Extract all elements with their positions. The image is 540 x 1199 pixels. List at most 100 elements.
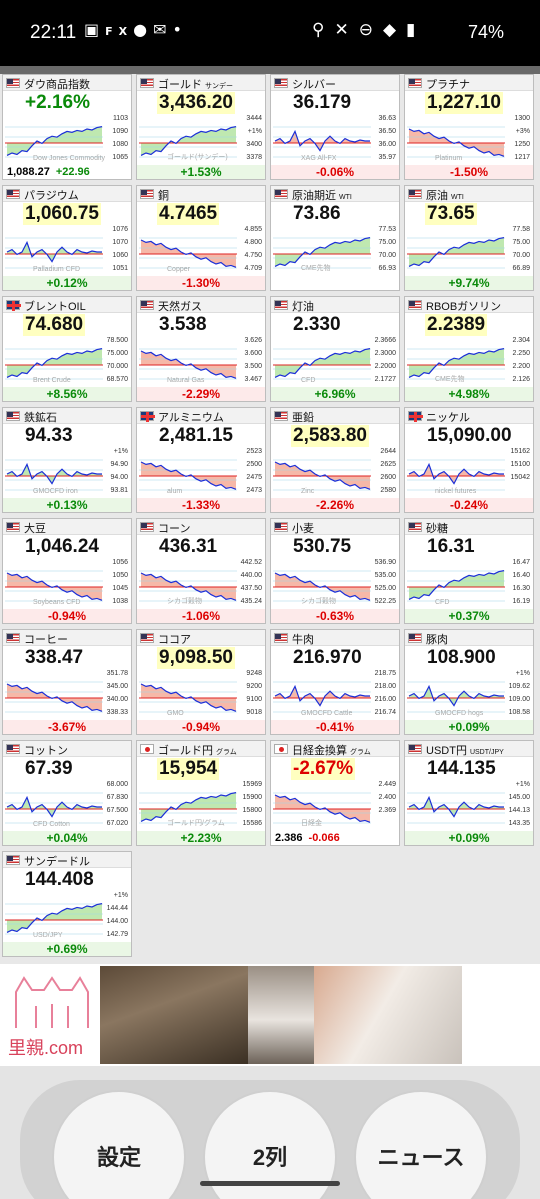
tile-header: ゴールド円 グラム: [137, 741, 265, 757]
commodity-tile[interactable]: コーン 436.31 442.52 440.00 437.50 435.24 シカゴ穀物 -1…: [136, 518, 266, 624]
flag-us-icon: [274, 189, 288, 199]
sparkline-line: [6, 795, 102, 818]
tile-sparkline: [139, 459, 237, 491]
tile-name: ゴールド円 グラム: [158, 745, 237, 757]
axis-label: +1%: [247, 128, 262, 135]
commodity-tile[interactable]: 大豆 1,046.24 1056 1050 1045 1038 Soybeans CFD -0…: [2, 518, 132, 624]
gesture-nav-bar[interactable]: [200, 1181, 340, 1186]
ad-logo[interactable]: 里親.com: [6, 970, 98, 1060]
commodity-tile[interactable]: コットン 67.39 68.000 67.830 67.500 67.020 CFD Cot…: [2, 740, 132, 846]
axis-label: 2.3666: [374, 337, 396, 344]
clock: 22:11: [30, 22, 77, 43]
commodity-tile[interactable]: 鉄鉱石 94.33 +1% 94.90 94.00 93.81 GMOCFD iron +0.…: [2, 407, 132, 513]
commodity-tile[interactable]: USDT円 USDT/JPY 144.135 +1% 145.00 144.13 143.3…: [404, 740, 534, 846]
tile-name: 砂糖: [426, 523, 448, 535]
axis-label: 77.53: [378, 226, 396, 233]
tile-header: 大豆: [3, 519, 131, 535]
axis-label: 66.93: [378, 265, 396, 272]
tile-price: +2.16%: [25, 92, 90, 113]
axis-label: 4.750: [244, 252, 262, 259]
settings-button[interactable]: 設定: [54, 1092, 184, 1199]
commodity-tile[interactable]: パラジウム 1,060.75 1076 1070 1060 1051 Palladium C…: [2, 185, 132, 291]
tile-header: 原油 WTI: [405, 186, 533, 202]
axis-label: 2.369: [378, 807, 396, 814]
sparkline-line: [140, 239, 237, 268]
axis-label: 35.97: [378, 154, 396, 161]
tile-sparkline: [273, 237, 371, 269]
tile-header: ニッケル: [405, 408, 533, 424]
tile-sparkline: [5, 681, 103, 713]
axis-label: +1%: [113, 448, 128, 455]
cat-photo-2[interactable]: [248, 966, 314, 1064]
commodity-tile[interactable]: ココア 9,098.50 9248 9200 9100 9018 GMO -0.94%: [136, 629, 266, 735]
commodity-tile[interactable]: 灯油 2.330 2.3666 2.3000 2.2000 2.1727 CFD +6.96%: [270, 296, 400, 402]
status-bar: 22:11 ▣FX●✉• ⚲✕⊖◆▮ 74%: [0, 0, 540, 66]
commodity-tile[interactable]: 原油 WTI 73.65 77.58 75.00 70.00 66.89 +9.74%: [404, 185, 534, 291]
tile-header: 灯油: [271, 297, 399, 313]
tile-watermark: Palladium CFD: [33, 266, 81, 273]
commodity-tile[interactable]: 豚肉 108.900 +1% 109.62 109.00 108.58 GMOCFD hog…: [404, 629, 534, 735]
news-button[interactable]: ニュース: [356, 1092, 486, 1199]
axis-label: 1300: [514, 115, 530, 122]
settings-button-label: 設定: [96, 1145, 141, 1170]
tile-header: コーヒー: [3, 630, 131, 646]
commodity-tile[interactable]: 牛肉 216.970 218.75 218.00 216.00 216.74 GMOCFD …: [270, 629, 400, 735]
commodity-tile[interactable]: コーヒー 338.47 351.78 345.00 340.00 338.33 -3.67%: [2, 629, 132, 735]
flag-uk-icon: [6, 300, 21, 311]
tile-sparkline: [5, 348, 103, 380]
commodity-tile[interactable]: ゴールド サンデー 3,436.20 3444 +1% 3400 3378 ゴールド(サンデー…: [136, 74, 266, 180]
axis-label: 522.25: [374, 598, 396, 605]
tile-header: RBOBガソリン: [405, 297, 533, 313]
commodity-tile[interactable]: 亜鉛 2,583.80 2644 2625 2600 2580 Zinc -2.26%: [270, 407, 400, 513]
tile-watermark: nickel futures: [435, 488, 477, 495]
axis-label: 525.00: [374, 585, 396, 592]
flag-us-icon: [140, 300, 154, 310]
image-icon: ▣: [84, 20, 106, 39]
cat-photo-1[interactable]: [100, 966, 248, 1064]
commodity-tile[interactable]: 小麦 530.75 536.90 535.00 525.00 522.25 シカゴ穀物 -0.…: [270, 518, 400, 624]
axis-label: 2.250: [512, 350, 530, 357]
tile-header: コーン: [137, 519, 265, 535]
axis-label: +1%: [515, 670, 530, 677]
flag-us-icon: [140, 78, 154, 88]
tile-name: コットン: [24, 745, 68, 757]
commodity-tile[interactable]: ニッケル 15,090.00 15162 15100 15042 nickel futur…: [404, 407, 534, 513]
tile-name: 小麦: [292, 523, 314, 535]
axis-label: 66.89: [512, 265, 530, 272]
cat-photo-3[interactable]: [314, 966, 462, 1064]
tile-sparkline: [273, 792, 371, 824]
tile-name: 大豆: [24, 523, 46, 535]
commodity-tile[interactable]: アルミニウム 2,481.15 2523 2500 2475 2473 alum -1.33%: [136, 407, 266, 513]
tile-header: 日経金換算 グラム: [271, 741, 399, 757]
commodity-tile[interactable]: 日経金換算 グラム -2.67% 2.449 2.400 2.369 日経金 2.386 -0.…: [270, 740, 400, 846]
commodity-tile[interactable]: 砂糖 16.31 16.47 16.40 16.30 16.19 CFD +0.37%: [404, 518, 534, 624]
axis-label: 16.19: [512, 598, 530, 605]
axis-label: 16.30: [512, 585, 530, 592]
tile-change: +4.98%: [405, 387, 533, 401]
commodity-tile[interactable]: ブレントOIL 74.680 78.500 75.000 70.000 68.570 Bre…: [2, 296, 132, 402]
commodity-tile[interactable]: ダウ商品指数 +2.16% 1103 1090 1080 1065 Dow Jones Co…: [2, 74, 132, 180]
commodity-tile[interactable]: サンデードル 144.408 +1% 144.44 144.00 142.79 USD/JP…: [2, 851, 132, 957]
tile-name: ココア: [158, 634, 191, 646]
flag-us-icon: [408, 522, 422, 532]
tile-change: +2.23%: [137, 831, 265, 845]
commodity-tile[interactable]: RBOBガソリン 2.2389 2.304 2.250 2.200 2.126 CME先物 +…: [404, 296, 534, 402]
ad-banner[interactable]: 里親.com: [0, 964, 540, 1066]
tile-watermark: ゴールド円/グラム: [167, 820, 225, 827]
axis-label: 2.1727: [374, 376, 396, 383]
axis-label: 93.81: [110, 487, 128, 494]
tile-price: 1,227.10: [425, 92, 503, 114]
tile-name: コーン: [158, 523, 191, 535]
tile-header: ブレントOIL: [3, 297, 131, 313]
flag-us-icon: [140, 522, 154, 532]
axis-label: 4.855: [244, 226, 262, 233]
tile-header: 鉄鉱石: [3, 408, 131, 424]
commodity-tile[interactable]: プラチナ 1,227.10 1300 +3% 1250 1217 Platinum -1.50…: [404, 74, 534, 180]
commodity-tile[interactable]: ゴールド円 グラム 15,954 15969 15900 15800 15586 ゴールド円/…: [136, 740, 266, 846]
commodity-tile[interactable]: 天然ガス 3.538 3.626 3.600 3.500 3.467 Natural Gas…: [136, 296, 266, 402]
commodity-tile[interactable]: シルバー 36.179 36.63 36.50 36.00 35.97 XAG All-FX…: [270, 74, 400, 180]
commodity-tile[interactable]: 原油期近 WTI 73.86 77.53 75.00 70.00 66.93 CME先物: [270, 185, 400, 291]
flag-us-icon: [408, 744, 422, 754]
axis-label: 1038: [112, 598, 128, 605]
commodity-tile[interactable]: 銅 4.7465 4.855 4.800 4.750 4.709 Copper -1.30%: [136, 185, 266, 291]
